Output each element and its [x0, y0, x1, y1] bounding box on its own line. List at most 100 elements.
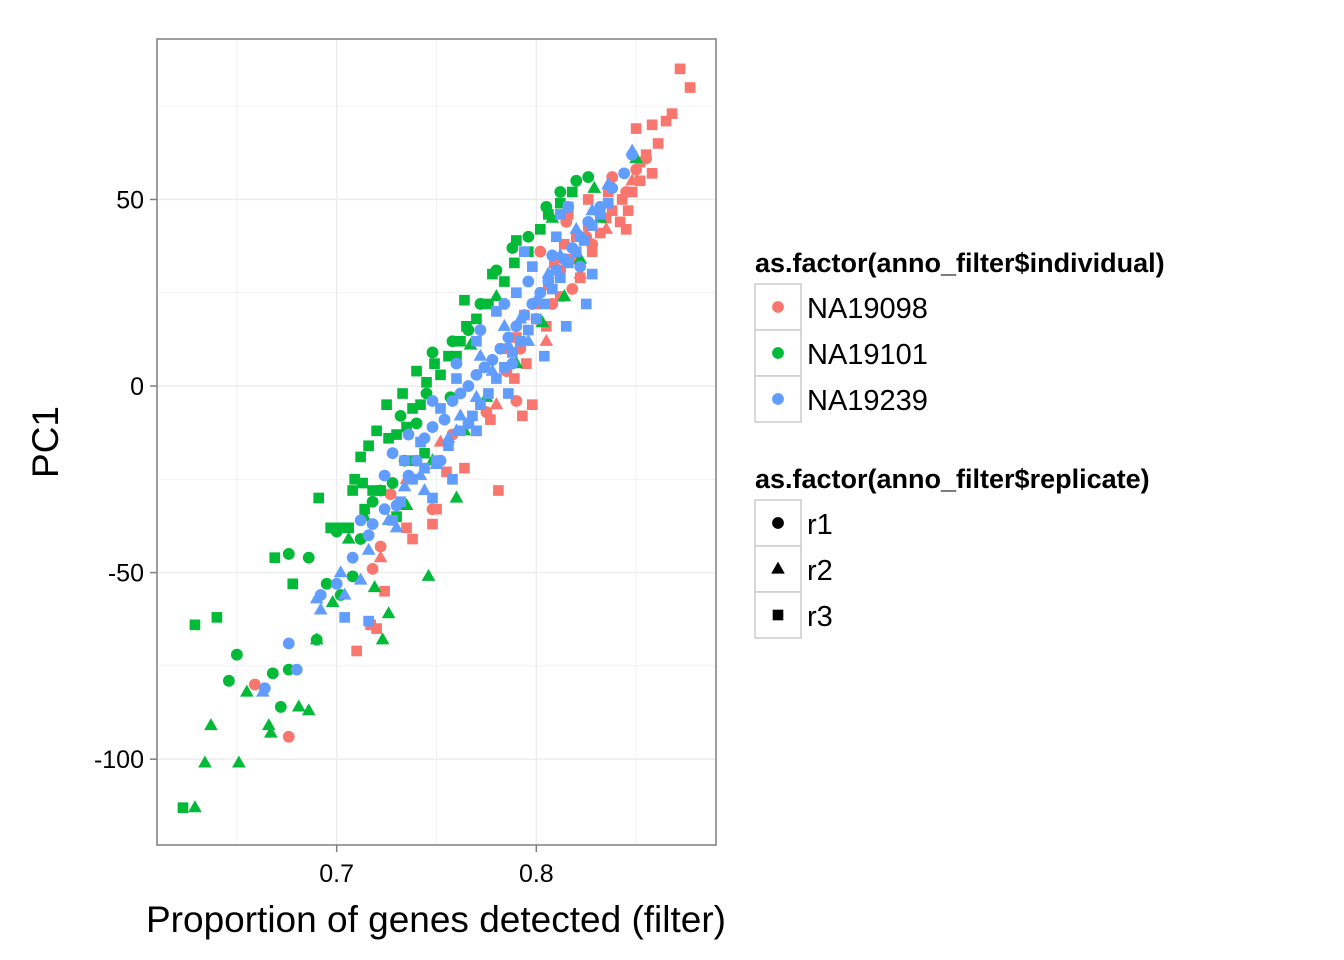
data-points — [177, 63, 696, 814]
point-na19239-r1 — [426, 421, 439, 433]
point-na19239-r1 — [450, 357, 463, 370]
point-na19101-r2 — [198, 755, 212, 768]
x-axis-title: Proportion of genes detected (filter) — [146, 899, 726, 940]
point-na19101-r3 — [391, 429, 402, 440]
point-na19098-r3 — [558, 238, 570, 250]
point-na19098-r1 — [282, 730, 295, 743]
point-na19239-r3 — [503, 388, 514, 399]
point-na19239-r3 — [491, 306, 502, 317]
point-na19101-r1 — [230, 648, 243, 661]
point-na19098-r2 — [539, 333, 554, 346]
point-na19101-r3 — [343, 522, 354, 534]
point-na19098-r3 — [666, 108, 678, 119]
point-na19098-r3 — [626, 186, 638, 198]
point-na19101-r2 — [375, 632, 390, 645]
point-na19239-r1 — [446, 395, 459, 407]
point-na19098-r3 — [582, 194, 594, 205]
point-na19239-r1 — [378, 503, 391, 516]
point-na19239-r1 — [402, 428, 415, 441]
point-na19098-r1 — [366, 562, 379, 575]
point-na19239-r3 — [447, 473, 458, 485]
point-na19101-r1 — [410, 417, 423, 430]
point-na19101-r2 — [399, 498, 414, 511]
point-na19239-r3 — [407, 473, 418, 485]
legend-title: as.factor(anno_filter$replicate) — [755, 464, 1150, 494]
point-na19239-r3 — [415, 436, 426, 448]
point-na19239-r3 — [554, 272, 566, 284]
point-na19101-r3 — [534, 223, 546, 235]
x-tick-label: 0.7 — [319, 860, 354, 888]
point-na19239-r1 — [290, 663, 303, 676]
legend-label: NA19239 — [807, 385, 928, 417]
point-na19101-r3 — [349, 473, 360, 485]
point-na19239-r1 — [574, 260, 587, 273]
point-na19101-r3 — [419, 447, 430, 459]
point-na19101-r3 — [509, 257, 520, 269]
point-na19101-r3 — [415, 399, 426, 411]
point-na19101-r3 — [269, 552, 281, 563]
point-na19101-r3 — [397, 388, 408, 399]
point-na19101-r3 — [211, 612, 223, 623]
point-na19101-r3 — [381, 399, 392, 411]
point-na19239-r3 — [431, 455, 442, 466]
point-na19239-r3 — [550, 231, 562, 243]
point-na19239-r3 — [586, 268, 598, 280]
point-na19101-r1 — [302, 551, 315, 564]
point-na19239-r3 — [527, 261, 538, 272]
point-na19101-r1 — [426, 346, 439, 359]
point-na19239-r2 — [473, 348, 488, 361]
point-na19239-r3 — [546, 283, 558, 295]
point-na19098-r3 — [622, 205, 634, 216]
point-na19101-r3 — [542, 209, 554, 220]
point-na19098-r3 — [459, 462, 470, 474]
point-na19239-r1 — [478, 361, 491, 374]
point-na19239-r3 — [387, 515, 398, 526]
point-na19239-r2 — [333, 565, 348, 578]
point-na19239-r2 — [353, 572, 368, 585]
point-na19101-r3 — [435, 369, 446, 381]
point-na19098-r3 — [606, 205, 618, 216]
point-na19239-r3 — [580, 298, 592, 310]
point-na19239-r3 — [339, 612, 350, 623]
point-na19239-r3 — [602, 197, 614, 209]
point-na19101-r3 — [287, 578, 299, 590]
point-na19239-r2 — [601, 177, 616, 190]
point-na19098-r1 — [248, 678, 261, 691]
legend-key-symbol — [772, 393, 784, 405]
point-na19239-r2 — [313, 602, 328, 615]
point-na19101-r2 — [421, 568, 436, 581]
point-na19239-r3 — [471, 335, 482, 347]
point-na19098-r3 — [586, 246, 598, 258]
point-na19101-r3 — [554, 197, 566, 209]
point-na19239-r3 — [395, 496, 406, 508]
point-na19239-r1 — [494, 342, 507, 355]
point-na19098-r3 — [630, 123, 642, 134]
point-na19239-r2 — [389, 520, 404, 533]
plot-border — [156, 38, 717, 846]
point-na19239-r3 — [467, 410, 478, 422]
point-na19098-r3 — [427, 518, 438, 530]
point-na19098-r3 — [684, 82, 696, 93]
point-na19098-r2 — [489, 397, 504, 410]
point-na19101-r2 — [367, 580, 382, 593]
legend-key-symbol — [772, 517, 784, 529]
point-na19239-r2 — [569, 221, 584, 234]
point-na19101-r3 — [347, 485, 358, 496]
point-na19101-r3 — [401, 421, 412, 433]
point-na19098-r3 — [401, 522, 412, 534]
point-na19239-r1 — [366, 518, 379, 530]
point-na19101-r3 — [355, 451, 366, 463]
point-na19239-r1 — [354, 514, 367, 527]
point-na19239-r2 — [541, 266, 556, 279]
x-tick-label: 0.8 — [519, 860, 554, 888]
point-na19239-r3 — [578, 235, 590, 246]
point-na19098-r3 — [646, 168, 658, 179]
legend-label: NA19098 — [807, 293, 928, 325]
point-na19239-r2 — [513, 311, 528, 324]
point-na19239-r3 — [562, 257, 574, 269]
point-na19239-r1 — [474, 324, 487, 336]
point-na19239-r3 — [519, 246, 530, 258]
point-na19239-r1 — [378, 469, 391, 482]
point-na19101-r3 — [363, 440, 374, 452]
point-na19098-r3 — [646, 119, 658, 131]
